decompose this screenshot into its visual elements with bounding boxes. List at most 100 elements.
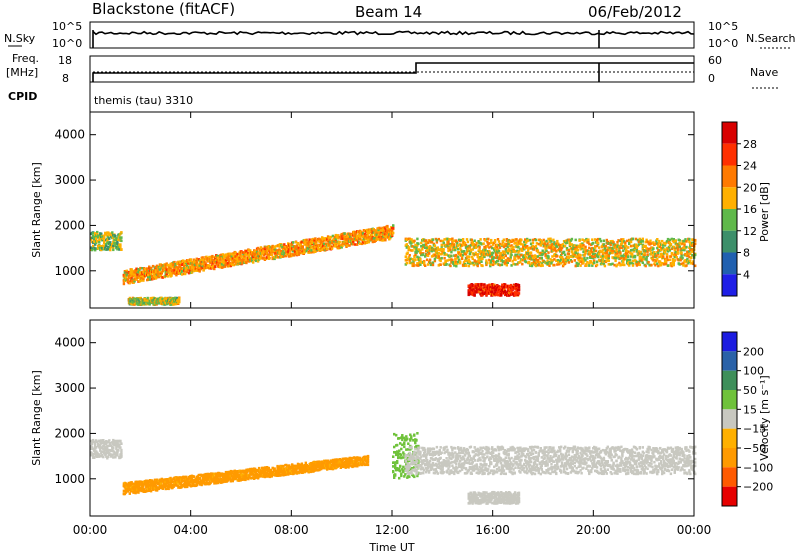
heatmap-cell bbox=[129, 269, 132, 273]
heatmap-cell bbox=[439, 263, 442, 266]
heatmap-cell bbox=[107, 231, 110, 234]
heatmap-cell bbox=[627, 255, 630, 258]
heatmap-cell bbox=[405, 261, 408, 265]
heatmap-cell bbox=[248, 256, 251, 260]
heatmap-cell bbox=[330, 247, 334, 250]
heatmap-cell bbox=[154, 270, 158, 274]
heatmap-cell bbox=[92, 244, 95, 248]
cpid-text: themis (tau) 3310 bbox=[94, 94, 193, 107]
heatmap-cell bbox=[96, 240, 99, 243]
heatmap-cell bbox=[172, 263, 175, 266]
heatmap-cell bbox=[175, 273, 178, 277]
heatmap-cell bbox=[647, 261, 650, 264]
heatmap-cell bbox=[119, 245, 122, 249]
heatmap-cell bbox=[228, 252, 232, 256]
heatmap-cell bbox=[413, 255, 416, 259]
heatmap-cell bbox=[579, 254, 582, 257]
heatmap-cell bbox=[225, 254, 229, 258]
heatmap-cell bbox=[189, 258, 193, 261]
heatmap-cell bbox=[195, 261, 198, 265]
heatmap-cell bbox=[407, 246, 410, 249]
heatmap-cell bbox=[242, 260, 245, 263]
heatmap-cell bbox=[599, 239, 603, 243]
heatmap-cell bbox=[678, 245, 681, 249]
heatmap-cell bbox=[633, 255, 637, 259]
heatmap-cell bbox=[205, 255, 208, 259]
heatmap-cell bbox=[479, 238, 482, 241]
heatmap-cell bbox=[641, 261, 644, 264]
heatmap-cell bbox=[198, 264, 201, 267]
heatmap-cell bbox=[158, 271, 162, 274]
heatmap-cell bbox=[103, 234, 106, 238]
heatmap-cell bbox=[111, 453, 114, 457]
heatmap-cell bbox=[542, 238, 545, 242]
heatmap-cell bbox=[109, 248, 112, 252]
heatmap-cell bbox=[97, 247, 100, 250]
heatmap-cell bbox=[428, 258, 432, 262]
heatmap-cell bbox=[92, 234, 95, 238]
heatmap-cell bbox=[502, 238, 506, 242]
heatmap-cell bbox=[188, 269, 192, 272]
heatmap-cell bbox=[552, 238, 555, 242]
y-tick-label: 3000 bbox=[54, 173, 85, 187]
heatmap-cell bbox=[587, 238, 590, 241]
heatmap-cell bbox=[384, 238, 387, 242]
heatmap-cell bbox=[517, 286, 521, 289]
heatmap-cell bbox=[100, 248, 103, 252]
heatmap-cell bbox=[139, 266, 142, 270]
heatmap-cell bbox=[493, 240, 497, 244]
heatmap-cell bbox=[223, 255, 227, 258]
heatmap-cell bbox=[473, 293, 476, 297]
heatmap-cell bbox=[146, 267, 149, 270]
heatmap-cell bbox=[586, 256, 589, 260]
heatmap-cell bbox=[614, 259, 617, 263]
heatmap-cell bbox=[90, 238, 93, 241]
heatmap-cell bbox=[486, 261, 489, 265]
heatmap-cell bbox=[136, 273, 139, 276]
heatmap-cell bbox=[106, 234, 109, 237]
summary-panel bbox=[89, 21, 695, 49]
heatmap-cell bbox=[227, 254, 231, 258]
heatmap-cell bbox=[584, 245, 587, 249]
heatmap-cell bbox=[424, 264, 427, 267]
heatmap-cell bbox=[185, 264, 189, 267]
heatmap-cell bbox=[449, 264, 452, 268]
heatmap-cell bbox=[120, 448, 123, 452]
heatmap-cell bbox=[528, 238, 532, 242]
heatmap-cell bbox=[197, 258, 200, 261]
heatmap-cell bbox=[199, 262, 202, 266]
heatmap-cell bbox=[102, 244, 105, 248]
heatmap-cell bbox=[93, 240, 96, 243]
heatmap-cell bbox=[414, 258, 417, 262]
heatmap-cell bbox=[245, 250, 248, 253]
heatmap-cell bbox=[252, 261, 255, 264]
heatmap-cell bbox=[688, 237, 691, 241]
heatmap-cell bbox=[170, 274, 173, 277]
heatmap-cell bbox=[120, 248, 123, 251]
heatmap-cell bbox=[547, 251, 550, 254]
heatmap-cell bbox=[180, 261, 183, 265]
heatmap-cell bbox=[497, 249, 501, 253]
heatmap-cell bbox=[646, 253, 649, 256]
heatmap-cell bbox=[178, 297, 181, 300]
heatmap-cell bbox=[146, 268, 149, 272]
heatmap-cell bbox=[547, 255, 550, 258]
heatmap-cell bbox=[689, 259, 692, 262]
heatmap-cell bbox=[184, 272, 187, 276]
heatmap-cell bbox=[562, 250, 566, 254]
heatmap-cell bbox=[478, 245, 481, 249]
heatmap-cell bbox=[650, 263, 653, 267]
heatmap-cell bbox=[672, 263, 675, 267]
heatmap-cell bbox=[192, 269, 196, 273]
heatmap-cell bbox=[149, 272, 153, 275]
heatmap-cell bbox=[108, 439, 111, 442]
heatmap-cell bbox=[120, 231, 123, 234]
heatmap-cell bbox=[638, 263, 641, 267]
heatmap-cell bbox=[338, 240, 341, 244]
heatmap-cell bbox=[168, 273, 171, 277]
heatmap-cell bbox=[231, 261, 234, 265]
heatmap-cell bbox=[680, 251, 683, 254]
heatmap-cell bbox=[468, 252, 472, 256]
heatmap-cell bbox=[440, 256, 443, 260]
heatmap-cell bbox=[676, 248, 679, 251]
